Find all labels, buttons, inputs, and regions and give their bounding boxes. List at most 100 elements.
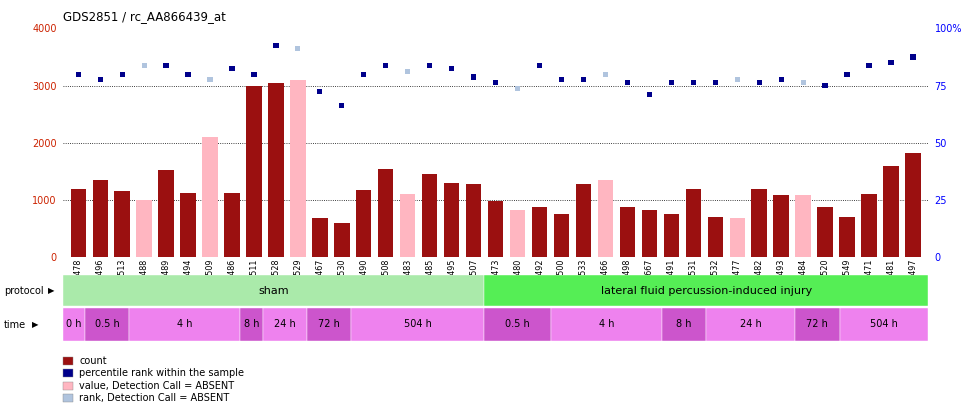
Text: 504 h: 504 h: [870, 320, 898, 329]
Text: ▶: ▶: [32, 320, 39, 329]
Point: [487, 79, 503, 86]
Text: ▶: ▶: [48, 286, 55, 295]
Text: rank, Detection Call = ABSENT: rank, Detection Call = ABSENT: [79, 393, 229, 403]
Bar: [488, 201, 503, 257]
Text: 72 h: 72 h: [806, 320, 829, 329]
Point: [817, 82, 833, 89]
Text: GDS2851 / rc_AA866439_at: GDS2851 / rc_AA866439_at: [63, 10, 225, 23]
Bar: [774, 195, 789, 257]
Bar: [796, 195, 810, 257]
Text: 72 h: 72 h: [318, 320, 340, 329]
Bar: [510, 210, 525, 257]
Point: [136, 62, 152, 69]
Point: [663, 79, 679, 86]
Point: [114, 71, 130, 77]
Bar: [181, 193, 195, 257]
Point: [224, 65, 240, 72]
Bar: [817, 207, 833, 257]
Bar: [268, 83, 283, 257]
Point: [180, 71, 195, 77]
Bar: [642, 210, 657, 257]
Bar: [729, 218, 745, 257]
Bar: [63, 275, 484, 306]
Point: [620, 79, 635, 86]
Bar: [883, 166, 898, 257]
Bar: [686, 189, 701, 257]
Point: [905, 54, 921, 60]
Text: time: time: [4, 320, 26, 330]
Point: [642, 91, 658, 97]
Bar: [400, 194, 416, 257]
Bar: [312, 218, 328, 257]
Bar: [356, 190, 371, 257]
Text: sham: sham: [258, 286, 289, 296]
Point: [159, 62, 174, 69]
Point: [510, 85, 525, 92]
Bar: [202, 137, 218, 257]
Bar: [662, 308, 707, 341]
Point: [202, 77, 218, 83]
Bar: [751, 189, 767, 257]
Point: [334, 102, 349, 109]
Point: [422, 62, 437, 69]
Bar: [444, 183, 459, 257]
Point: [862, 62, 877, 69]
Point: [575, 77, 591, 83]
Text: 4 h: 4 h: [599, 320, 614, 329]
Text: protocol: protocol: [4, 286, 44, 296]
Text: 0.5 h: 0.5 h: [506, 320, 530, 329]
Text: lateral fluid percussion-induced injury: lateral fluid percussion-induced injury: [601, 286, 812, 296]
Point: [247, 71, 262, 77]
Point: [93, 77, 108, 83]
Bar: [159, 170, 174, 257]
Text: 24 h: 24 h: [740, 320, 762, 329]
Bar: [422, 174, 437, 257]
Point: [356, 71, 371, 77]
Bar: [708, 217, 723, 257]
Text: 8 h: 8 h: [244, 320, 259, 329]
Point: [554, 77, 570, 83]
Point: [598, 71, 613, 77]
Point: [466, 74, 482, 80]
Text: percentile rank within the sample: percentile rank within the sample: [79, 369, 245, 378]
Point: [268, 42, 283, 49]
Bar: [532, 207, 547, 257]
Point: [312, 88, 328, 94]
Text: 0 h: 0 h: [66, 320, 81, 329]
Point: [444, 65, 459, 72]
Bar: [290, 80, 306, 257]
Point: [290, 45, 306, 51]
Bar: [335, 223, 349, 257]
Bar: [862, 194, 877, 257]
Bar: [247, 85, 262, 257]
Bar: [93, 180, 108, 257]
Point: [796, 79, 811, 86]
Bar: [839, 308, 928, 341]
Bar: [839, 217, 855, 257]
Bar: [905, 153, 921, 257]
Text: 504 h: 504 h: [404, 320, 432, 329]
Point: [729, 77, 745, 83]
Bar: [71, 189, 86, 257]
Text: value, Detection Call = ABSENT: value, Detection Call = ABSENT: [79, 381, 234, 390]
Bar: [484, 275, 928, 306]
Bar: [85, 308, 130, 341]
Point: [400, 68, 416, 75]
Point: [378, 62, 394, 69]
Bar: [130, 308, 241, 341]
Point: [883, 60, 898, 66]
Text: 8 h: 8 h: [677, 320, 692, 329]
Text: 4 h: 4 h: [177, 320, 192, 329]
Bar: [795, 308, 839, 341]
Bar: [466, 184, 482, 257]
Bar: [63, 308, 85, 341]
Bar: [575, 184, 591, 257]
Bar: [663, 214, 679, 257]
Bar: [136, 200, 152, 257]
Point: [686, 79, 701, 86]
Bar: [351, 308, 484, 341]
Bar: [620, 207, 635, 257]
Bar: [114, 192, 130, 257]
Text: 0.5 h: 0.5 h: [95, 320, 120, 329]
Text: count: count: [79, 356, 107, 366]
